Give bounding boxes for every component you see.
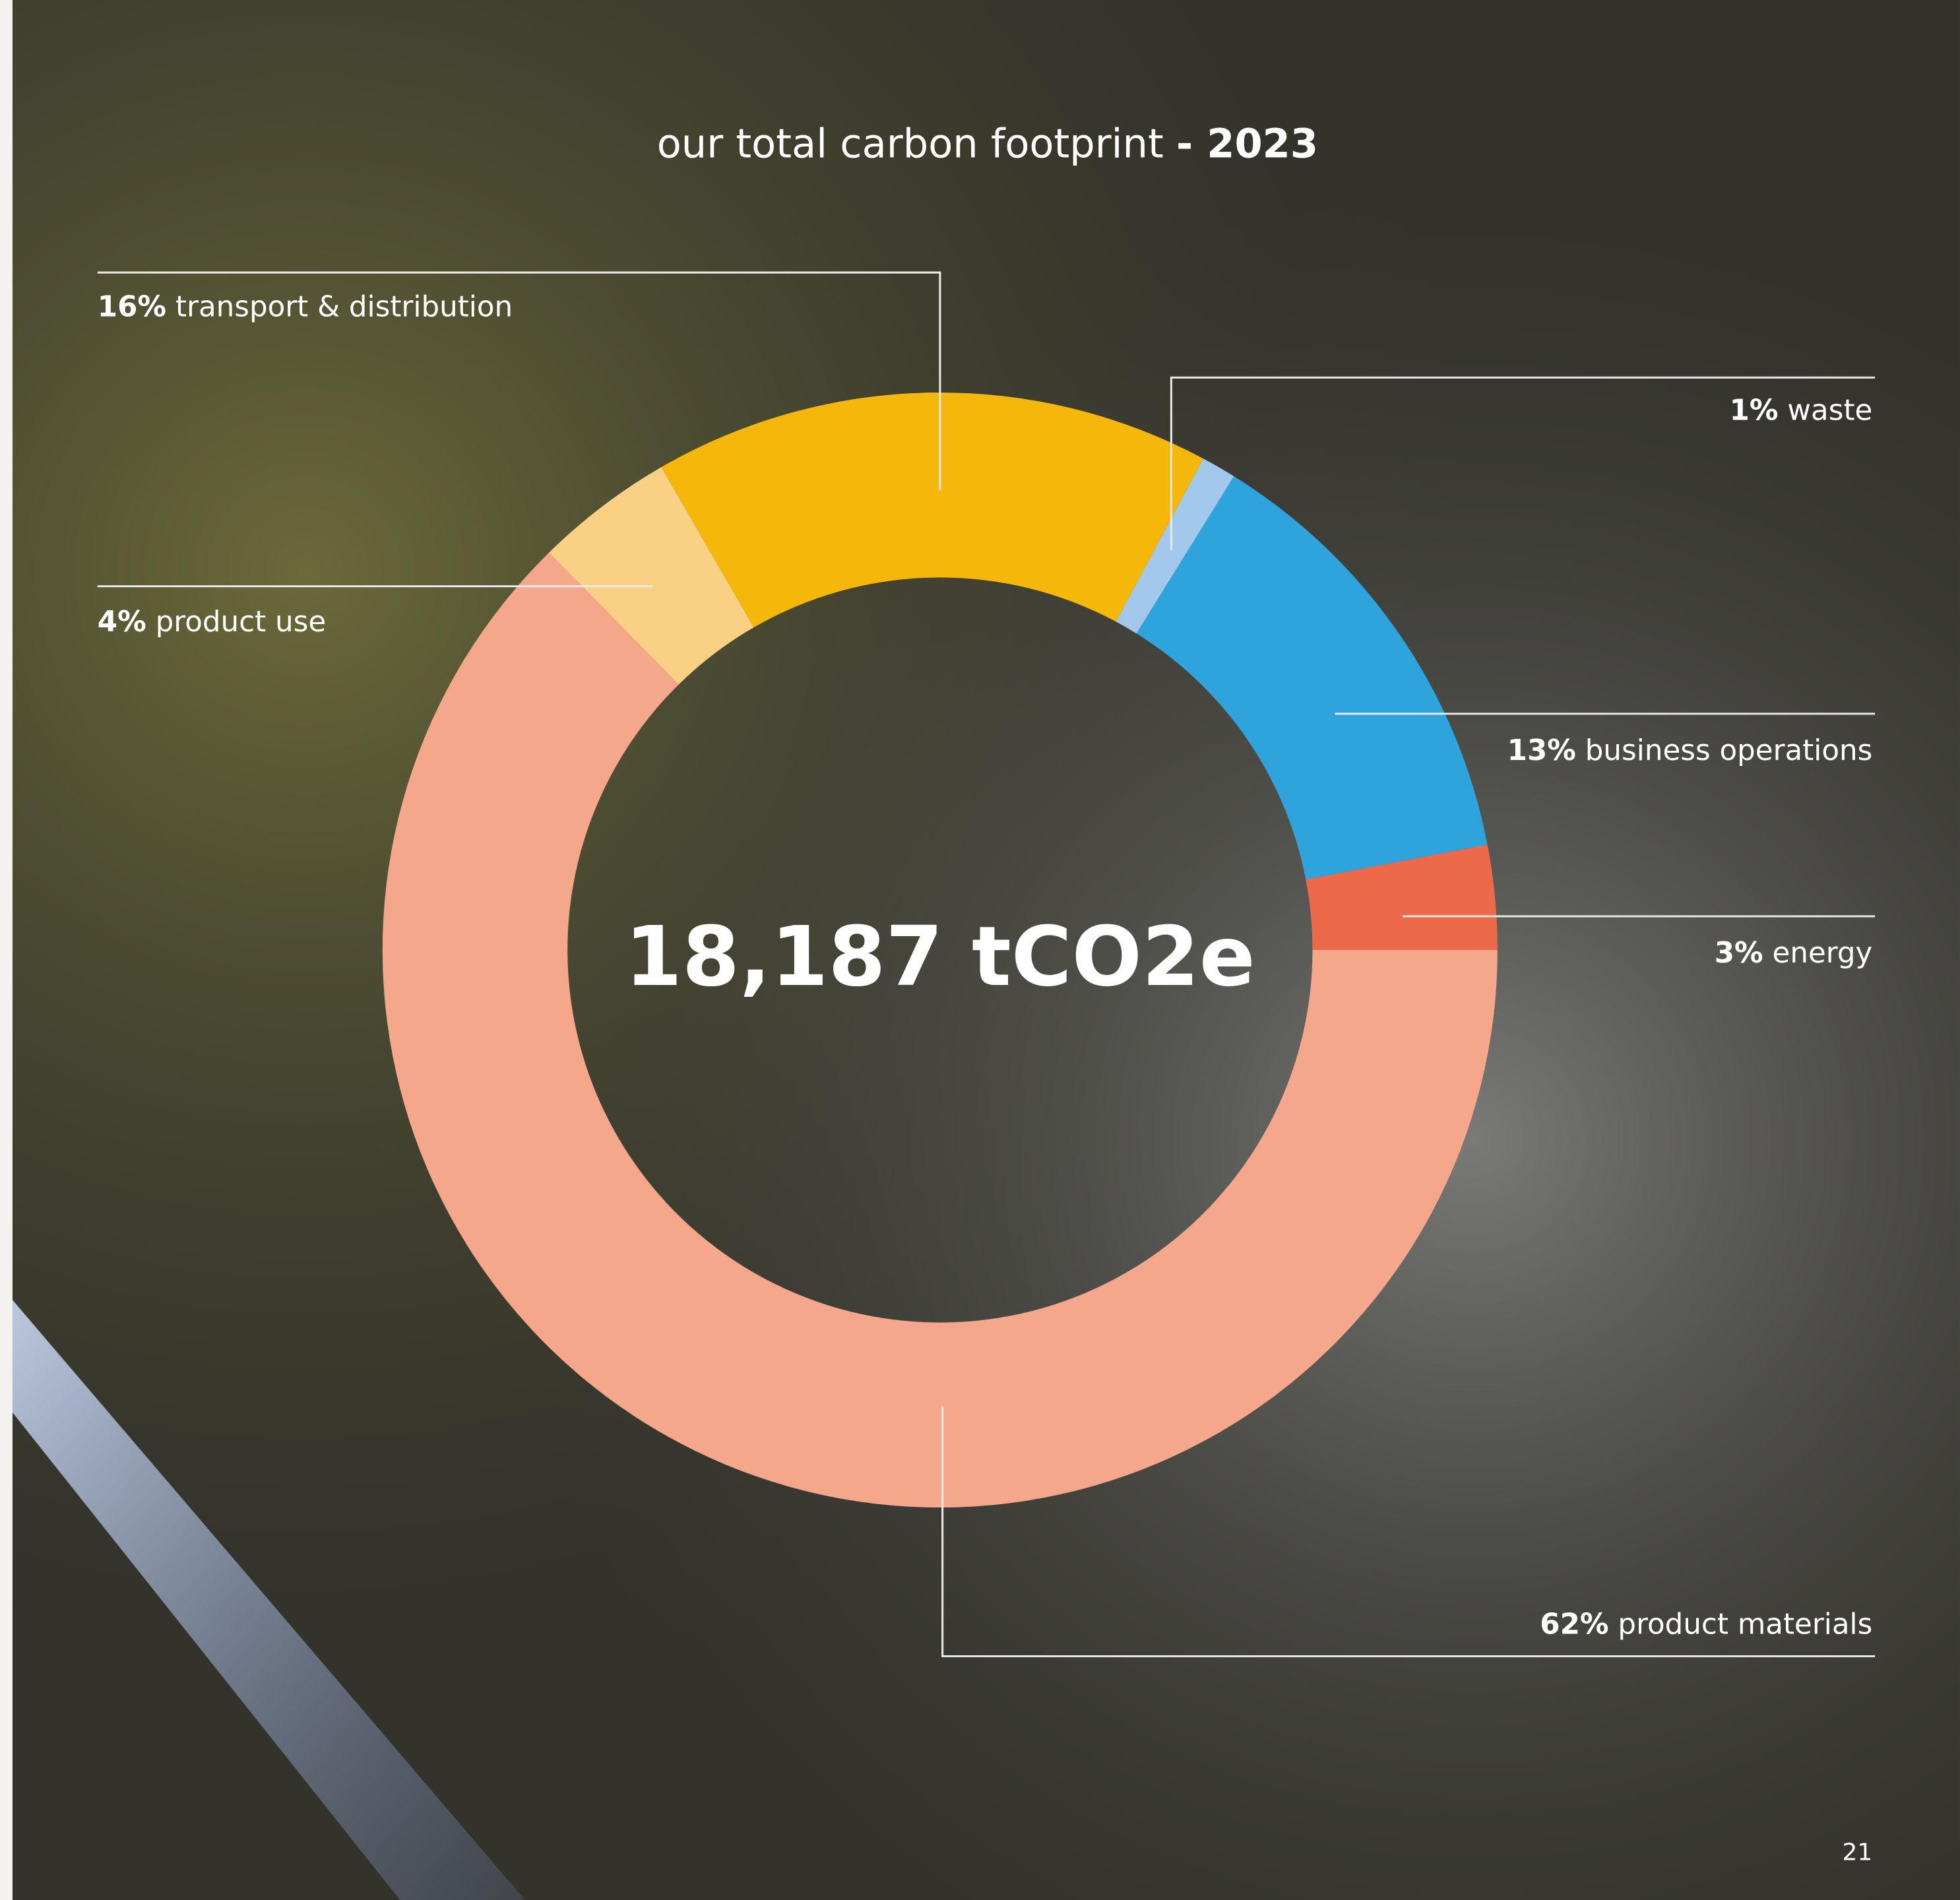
center-label: 18,187 tCO2e <box>625 909 1255 1005</box>
segment-value-label: 4% <box>98 606 146 639</box>
page-number: 21 <box>1843 1839 1873 1866</box>
segment-label: 13% business operations <box>1507 734 1873 767</box>
segment-name: product use <box>156 606 327 639</box>
label-gap <box>1779 395 1788 428</box>
background-haze <box>12 0 1960 1900</box>
segment-value-label: 16% <box>98 290 166 323</box>
title-text: our total carbon footprint <box>657 121 1164 168</box>
donut-segment <box>382 552 1498 1508</box>
label-gap <box>1576 734 1585 767</box>
segment-label: 62% product materials <box>1540 1608 1872 1641</box>
label-gap <box>166 290 175 323</box>
segment-name: business operations <box>1585 734 1873 767</box>
donut-segment <box>1306 844 1498 950</box>
label-gap <box>1609 1608 1618 1641</box>
donut-segment <box>1136 476 1488 880</box>
segment-label: 16% transport & distribution <box>98 290 513 323</box>
donut-segment <box>549 467 754 685</box>
label-gap <box>146 606 156 639</box>
chart-title: our total carbon footprint - 2023 <box>657 121 1318 168</box>
donut <box>382 392 1498 1508</box>
leader-lines <box>97 271 1876 1658</box>
light-beam <box>12 1300 525 1900</box>
segment-name: product materials <box>1618 1608 1872 1641</box>
segment-label: 1% waste <box>1730 395 1873 428</box>
segment-value-label: 3% <box>1715 937 1763 970</box>
segment-label: 4% product use <box>98 606 326 639</box>
leader-line <box>97 271 941 490</box>
donut-segment <box>1116 459 1234 634</box>
leader-line <box>1170 376 1876 550</box>
segment-name: transport & distribution <box>175 290 513 323</box>
donut-segment <box>661 392 1203 628</box>
segment-name: energy <box>1773 937 1873 970</box>
title-year: - 2023 <box>1176 121 1318 168</box>
segment-value-label: 13% <box>1507 734 1576 767</box>
leader-line <box>941 1406 1876 1658</box>
segment-name: waste <box>1787 395 1872 428</box>
segment-label: 3% energy <box>1715 937 1873 970</box>
segment-value-label: 62% <box>1540 1608 1608 1641</box>
label-gap <box>1763 937 1773 970</box>
segment-value-label: 1% <box>1730 395 1779 428</box>
